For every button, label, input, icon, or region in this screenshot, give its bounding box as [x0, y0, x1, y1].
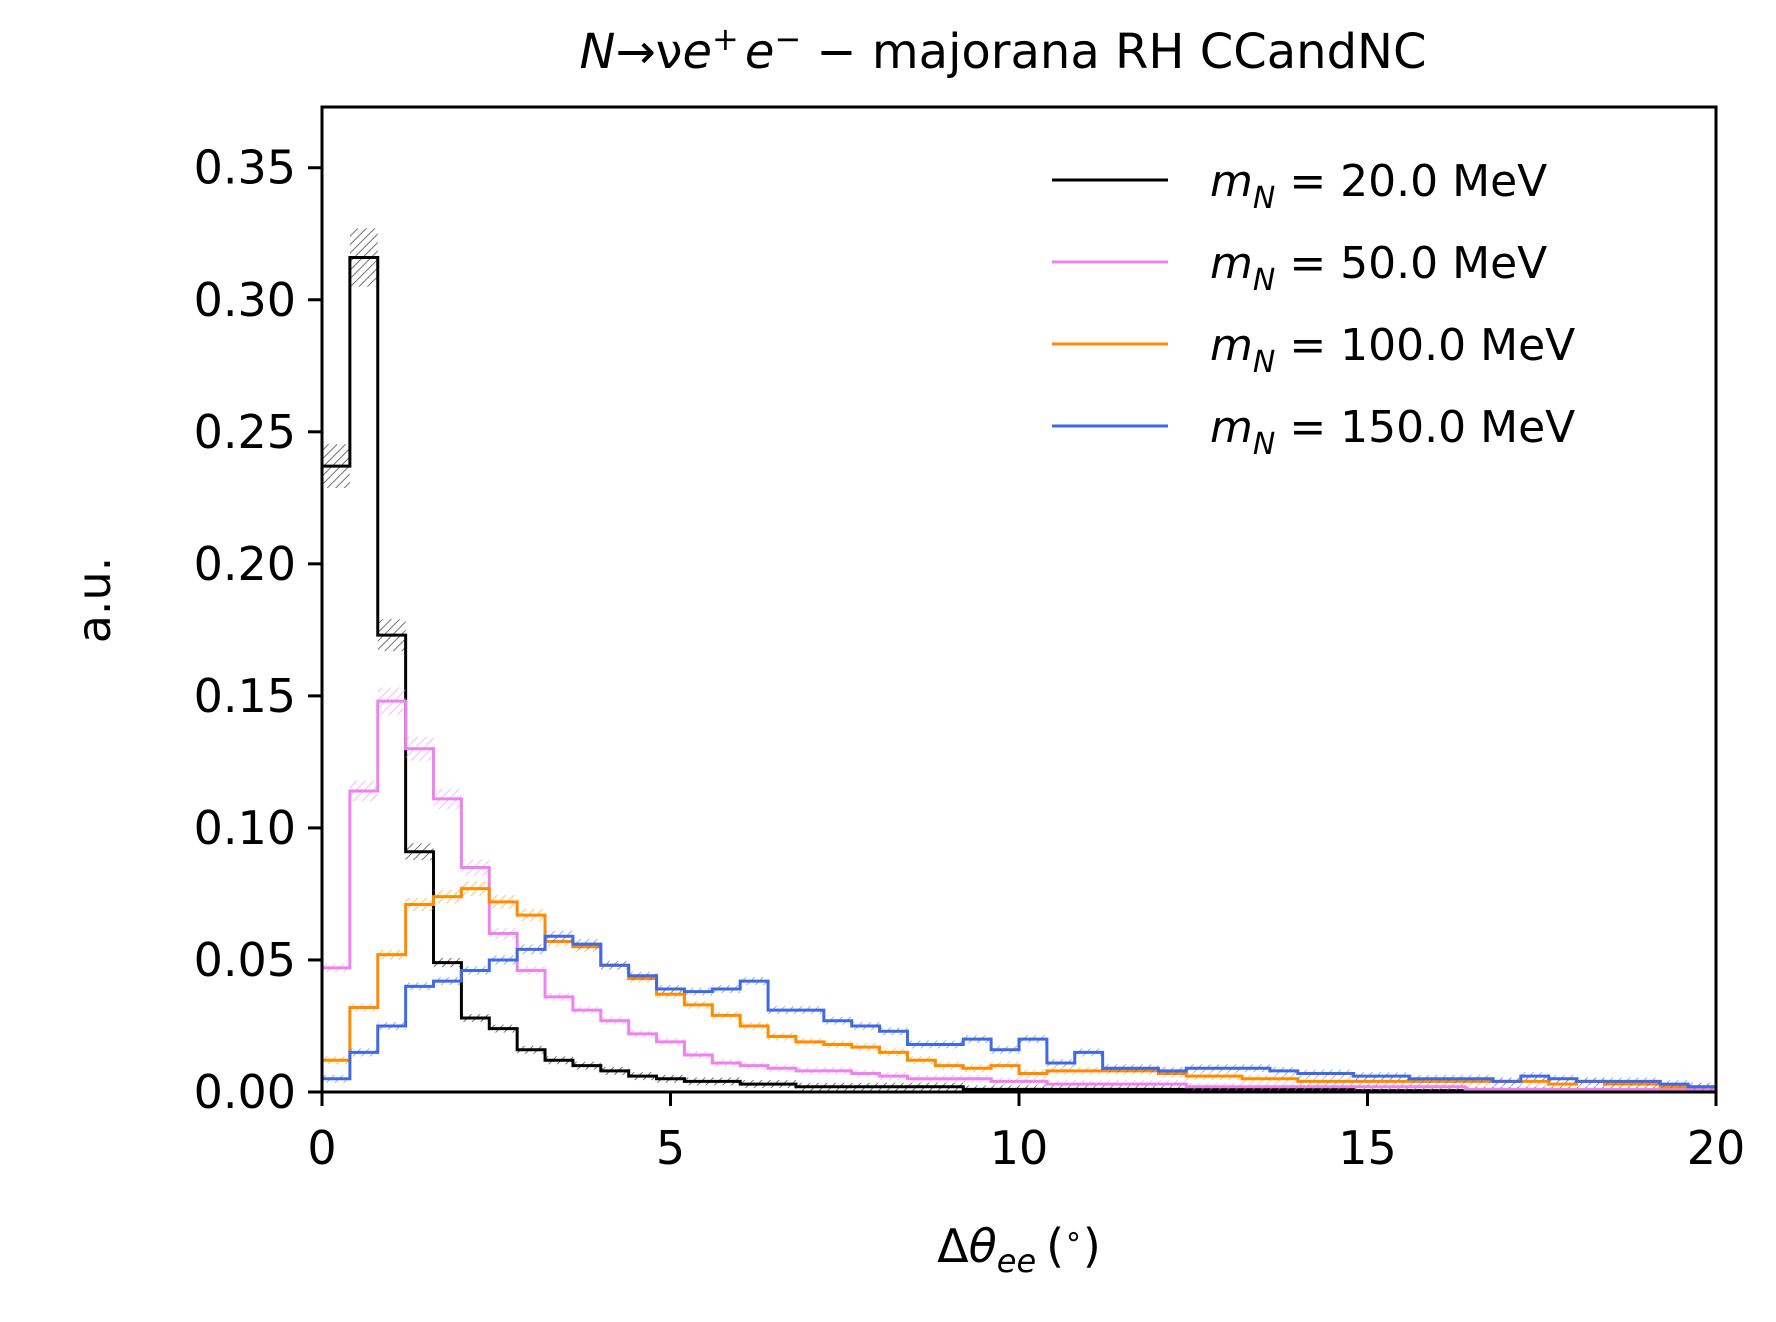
- x-tick-label: 15: [1338, 1121, 1397, 1175]
- xlabel-subscript: ee: [997, 1242, 1036, 1280]
- legend-value: = 50.0 MeV: [1275, 238, 1547, 289]
- title-superscript-plus: +: [712, 20, 739, 58]
- y-tick-label: 0.00: [194, 1065, 296, 1119]
- title-arrow-nu: →ν: [615, 24, 682, 80]
- legend-symbol-m: m: [1210, 156, 1253, 207]
- legend-subscript-n: N: [1253, 263, 1275, 298]
- xlabel-delta: Δ: [937, 1219, 969, 1273]
- title-symbol-n: N: [580, 24, 616, 80]
- legend-item: mN = 50.0 MeV: [1052, 238, 1547, 298]
- legend-symbol-m: m: [1210, 320, 1253, 371]
- series-2: [322, 881, 1716, 1091]
- title-symbol-e-plus: e: [682, 24, 712, 80]
- y-tick-label: 0.20: [194, 537, 296, 591]
- legend-item: mN = 20.0 MeV: [1052, 156, 1547, 216]
- legend-label: mN = 100.0 MeV: [1210, 320, 1575, 380]
- series-1: [322, 687, 1716, 1092]
- histogram-step-line: [322, 699, 1716, 1091]
- y-tick-label: 0.30: [194, 273, 296, 327]
- title-rest: − majorana RH CCandNC: [801, 24, 1426, 80]
- y-axis-label: a.u.: [67, 557, 121, 644]
- y-tick-label: 0.25: [194, 405, 296, 459]
- legend-label: mN = 150.0 MeV: [1210, 402, 1575, 462]
- legend-value: = 20.0 MeV: [1275, 156, 1547, 207]
- legend-item: mN = 100.0 MeV: [1052, 320, 1575, 380]
- x-tick-label: 10: [990, 1121, 1049, 1175]
- y-axis: 0.00 0.05 0.10 0.15 0.20 0.25 0.30 0.35: [194, 141, 322, 1119]
- xlabel-paren-open: (: [1046, 1219, 1064, 1273]
- legend-subscript-n: N: [1253, 427, 1275, 462]
- y-tick-label: 0.15: [194, 669, 296, 723]
- xlabel-paren-close: ): [1083, 1219, 1101, 1273]
- legend-label: mN = 50.0 MeV: [1210, 238, 1547, 298]
- x-tick-label: 0: [307, 1121, 336, 1175]
- xlabel-theta: θ: [969, 1219, 997, 1273]
- legend-subscript-n: N: [1253, 181, 1275, 216]
- title-symbol-e-minus: e: [745, 24, 775, 80]
- legend-symbol-m: m: [1210, 402, 1253, 453]
- chart-title: N→νe+ e− − majorana RH CCandNC: [580, 20, 1427, 80]
- plot-area: [322, 228, 1716, 1093]
- legend-label: mN = 20.0 MeV: [1210, 156, 1547, 216]
- title-superscript-minus: −: [774, 20, 801, 58]
- x-axis: 0 5 10 15 20: [307, 1092, 1745, 1175]
- y-tick-label: 0.05: [194, 933, 296, 987]
- y-tick-label: 0.10: [194, 801, 296, 855]
- legend-item: mN = 150.0 MeV: [1052, 402, 1575, 462]
- legend-value: = 150.0 MeV: [1275, 402, 1575, 453]
- histogram-step-line: [322, 934, 1716, 1089]
- y-tick-label: 0.35: [194, 141, 296, 195]
- legend-subscript-n: N: [1253, 345, 1275, 380]
- x-axis-label: Δθee (∘): [937, 1219, 1101, 1280]
- x-tick-label: 20: [1687, 1121, 1746, 1175]
- xlabel-degree: ∘: [1064, 1219, 1083, 1254]
- legend-value: = 100.0 MeV: [1275, 320, 1575, 371]
- histogram-step-line: [322, 256, 1716, 1093]
- series-3: [322, 930, 1716, 1091]
- legend-symbol-m: m: [1210, 238, 1253, 289]
- x-tick-label: 5: [656, 1121, 685, 1175]
